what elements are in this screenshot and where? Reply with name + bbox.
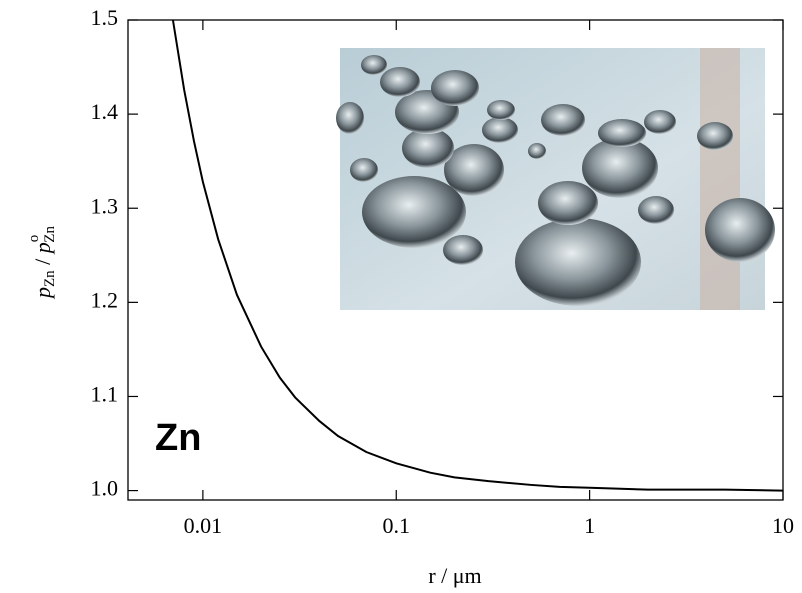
inset-photo <box>336 48 775 310</box>
x-tick-label: 0.01 <box>184 513 223 538</box>
x-tick-label: 10 <box>772 513 794 538</box>
x-tick-label: 1 <box>584 513 595 538</box>
y-label-part: o <box>26 235 42 243</box>
y-tick-label: 1.4 <box>91 99 119 124</box>
y-tick-label: 1.5 <box>91 5 119 30</box>
annotation: Zn <box>155 417 201 459</box>
y-label-part: Zn <box>42 226 58 243</box>
y-label-part: / <box>30 253 55 270</box>
y-label-part: p <box>30 242 55 255</box>
x-axis-label: r / μm <box>428 563 481 588</box>
y-axis-label: pZn / poZn <box>26 226 58 300</box>
y-label-part: Zn <box>42 270 58 287</box>
y-tick-label: 1.3 <box>91 193 119 218</box>
plot-frame <box>127 19 784 501</box>
x-tick-label: 0.1 <box>383 513 411 538</box>
y-tick-label: 1.2 <box>91 287 119 312</box>
data-line <box>171 19 784 492</box>
y-label-part: p <box>30 287 55 300</box>
y-tick-label: 1.1 <box>91 382 119 407</box>
y-tick-label: 1.0 <box>91 476 119 501</box>
